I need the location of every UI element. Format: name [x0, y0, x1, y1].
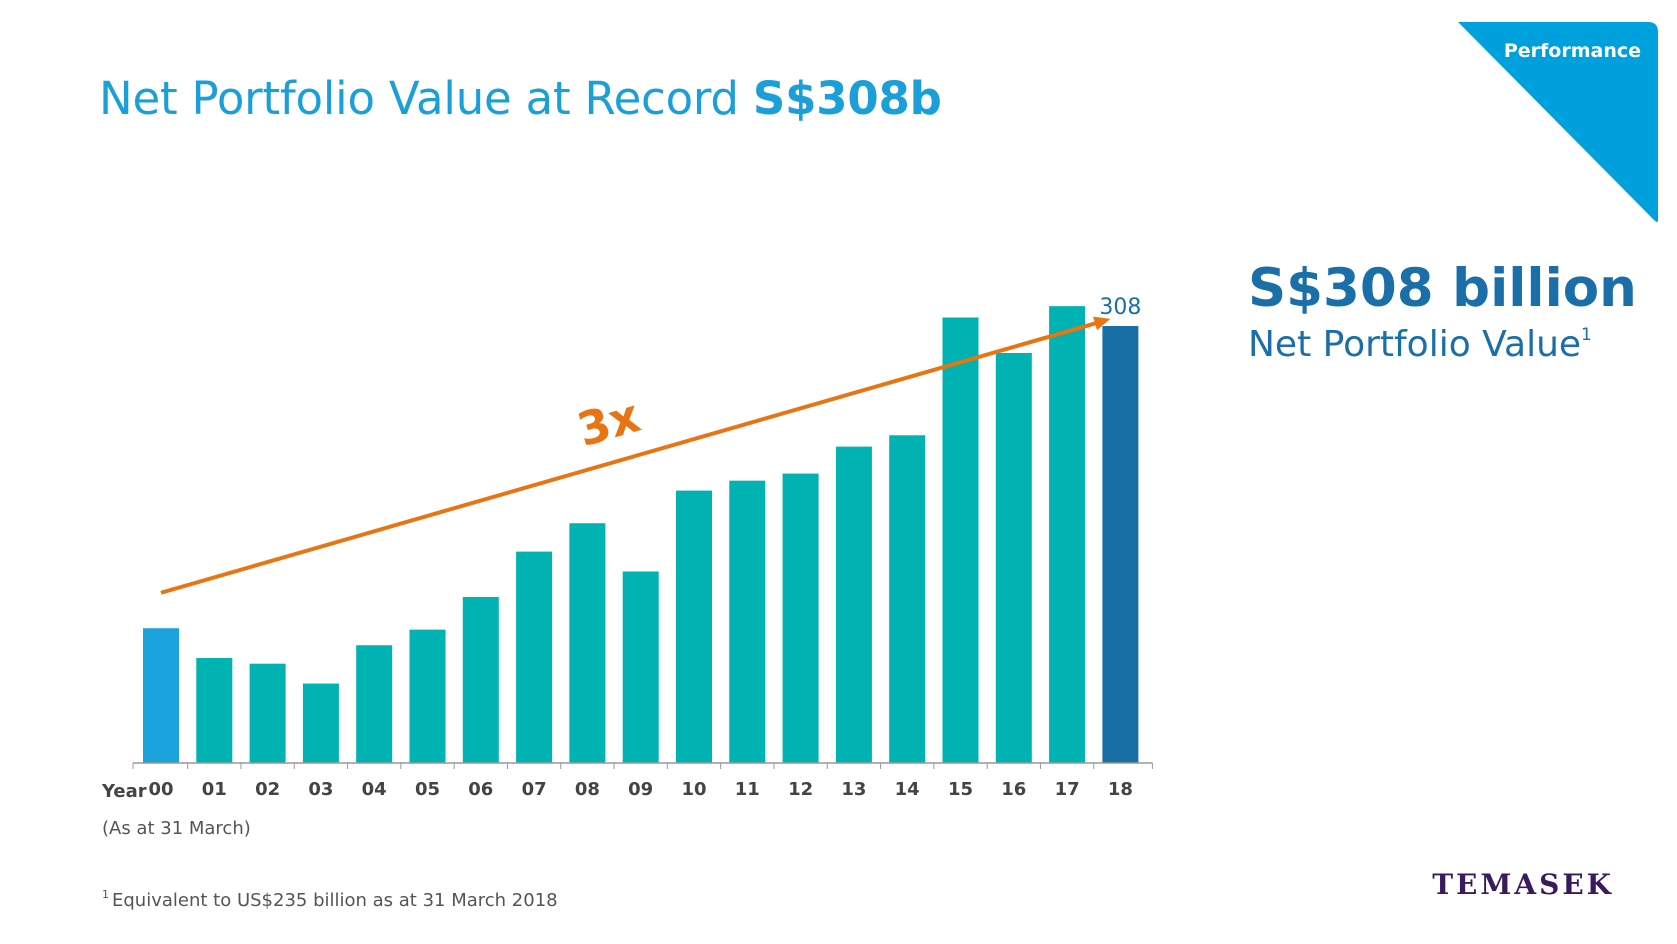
- footnote: 1 Equivalent to US$235 billion as at 31 M…: [102, 888, 558, 911]
- temasek-logo: TEMASEK: [1432, 868, 1614, 901]
- x-tick-label-10: 10: [681, 779, 706, 800]
- x-tick-label-16: 16: [1001, 779, 1026, 800]
- highlight-footnote-marker: 1: [1581, 325, 1592, 345]
- x-tick-label-13: 13: [841, 779, 866, 800]
- bar-02: [249, 663, 286, 763]
- x-tick-label-06: 06: [468, 779, 493, 800]
- bar-00: [143, 628, 179, 763]
- bar-17: [1049, 306, 1086, 763]
- x-tick-label-05: 05: [415, 779, 440, 800]
- x-tick-label-02: 02: [255, 779, 280, 800]
- bar-10: [676, 490, 712, 763]
- x-tick-label-01: 01: [202, 779, 227, 800]
- bar-15: [942, 317, 979, 763]
- highlight-label: Net Portfolio Value1: [1248, 324, 1592, 365]
- page-title: Net Portfolio Value at Record S$308b: [99, 72, 942, 125]
- x-tick-label-17: 17: [1055, 779, 1080, 800]
- bar-01: [196, 658, 233, 763]
- x-tick-label-14: 14: [895, 779, 920, 800]
- highlight-label-text: Net Portfolio Value: [1248, 324, 1582, 365]
- x-tick-label-04: 04: [362, 779, 387, 800]
- x-tick-label-15: 15: [948, 779, 973, 800]
- x-tick-label-07: 07: [522, 779, 547, 800]
- x-tick-label-12: 12: [788, 779, 813, 800]
- footnote-marker: 1: [102, 888, 109, 901]
- bar-07: [516, 551, 553, 763]
- bar-08: [569, 523, 606, 763]
- bar-12: [782, 473, 819, 763]
- highlight-value: S$308 billion: [1248, 258, 1637, 319]
- footnote-text: Equivalent to US$235 billion as at 31 Ma…: [112, 890, 558, 911]
- title-highlight: S$308b: [752, 72, 942, 125]
- x-axis-title: Year: [101, 781, 147, 802]
- bar-11: [729, 480, 766, 763]
- bar-09: [622, 571, 659, 763]
- bar-06: [462, 597, 499, 763]
- x-tick-label-08: 08: [575, 779, 600, 800]
- x-tick-label-18: 18: [1108, 779, 1133, 800]
- data-label-18: 308: [1099, 295, 1141, 320]
- bar-16: [995, 352, 1032, 763]
- section-tag: Performance: [1503, 40, 1641, 62]
- as-at-note: (As at 31 March): [102, 818, 251, 839]
- bar-05: [409, 629, 446, 763]
- x-tick-label-11: 11: [735, 779, 760, 800]
- bar-18: [1102, 326, 1139, 763]
- trend-arrow-line: [160, 319, 1103, 595]
- x-tick-label-09: 09: [628, 779, 653, 800]
- trend-annotation: 3x: [571, 388, 645, 457]
- title-prefix: Net Portfolio Value at Record: [99, 72, 739, 125]
- x-tick-label-03: 03: [308, 779, 333, 800]
- bar-04: [356, 645, 393, 763]
- bar-13: [835, 446, 872, 763]
- bar-03: [302, 683, 339, 763]
- x-tick-label-00: 00: [148, 779, 173, 800]
- bar-14: [889, 435, 926, 763]
- trend-arrow-head: [1093, 316, 1111, 331]
